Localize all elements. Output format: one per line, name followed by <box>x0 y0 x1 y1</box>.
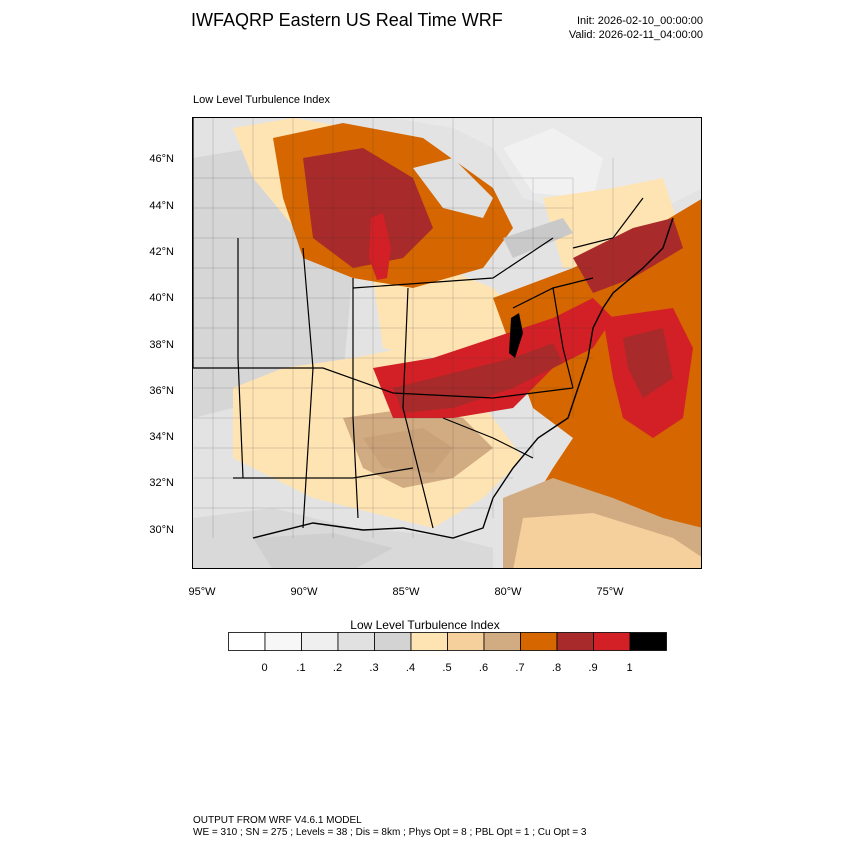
init-time: Init: 2026-02-10_00:00:00 <box>577 15 703 27</box>
colorbar-tick-label: .3 <box>369 662 379 674</box>
model-version: OUTPUT FROM WRF V4.6.1 MODEL <box>193 815 362 826</box>
plot-title: Low Level Turbulence Index <box>193 94 330 106</box>
colorbar-tick-label: 0 <box>261 662 268 674</box>
colorbar-swatch <box>520 632 558 651</box>
figure-title: IWFAQRP Eastern US Real Time WRF <box>191 10 503 30</box>
colorbar-tick-label: .2 <box>332 662 343 674</box>
colorbar-tick-label: .1 <box>296 662 306 674</box>
colorbar-swatch <box>337 632 375 651</box>
colorbar-swatch <box>629 632 667 651</box>
lat-label: 38°N <box>149 339 174 351</box>
colorbar <box>228 632 667 651</box>
colorbar-tick-label: .7 <box>515 662 525 674</box>
colorbar-swatch <box>447 632 485 651</box>
colorbar-tick-label: .8 <box>551 662 562 674</box>
colorbar-swatch <box>228 632 266 651</box>
colorbar-swatch <box>264 632 302 651</box>
time-info: Init: 2026-02-10_00:00:00 Valid: 2026-02… <box>569 14 703 42</box>
colorbar-title: Low Level Turbulence Index <box>350 618 500 632</box>
colorbar-tick-label: 1 <box>626 662 633 674</box>
lat-label: 46°N <box>149 153 174 165</box>
lon-label: 85°W <box>392 586 420 598</box>
lat-label: 32°N <box>149 477 174 489</box>
colorbar-tick-label: .6 <box>478 662 489 674</box>
lon-label: 95°W <box>188 586 216 598</box>
colorbar-swatch <box>410 632 448 651</box>
lon-label: 90°W <box>290 586 318 598</box>
lat-label: 40°N <box>149 292 174 304</box>
colorbar-tick-label: .5 <box>442 662 452 674</box>
turbulence-field-map <box>193 118 701 568</box>
colorbar-swatch <box>301 632 339 651</box>
colorbar-swatch <box>556 632 594 651</box>
colorbar-swatch <box>374 632 412 651</box>
lon-label: 80°W <box>494 586 522 598</box>
lat-label: 30°N <box>149 524 174 536</box>
colorbar-swatch <box>593 632 631 651</box>
lat-label: 42°N <box>149 246 174 258</box>
lat-label: 36°N <box>149 385 174 397</box>
colorbar-tick-label: .9 <box>588 662 598 674</box>
lat-label: 34°N <box>149 431 174 443</box>
lon-label: 75°W <box>596 586 624 598</box>
map-panel <box>192 117 702 569</box>
lat-label: 44°N <box>149 200 174 212</box>
model-config: WE = 310 ; SN = 275 ; Levels = 38 ; Dis … <box>193 827 587 838</box>
colorbar-swatch <box>483 632 521 651</box>
valid-time: Valid: 2026-02-11_04:00:00 <box>568 29 703 41</box>
model-info: OUTPUT FROM WRF V4.6.1 MODEL WE = 310 ; … <box>193 815 586 839</box>
colorbar-tick-label: .4 <box>405 662 416 674</box>
